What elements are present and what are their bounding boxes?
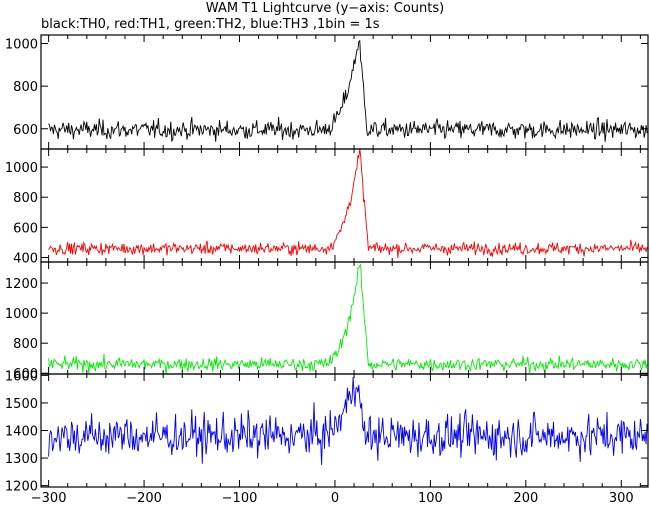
y-tick-label: 1600 (5, 369, 38, 384)
chart-title: WAM T1 Lightcurve (y−axis: Counts) (205, 1, 445, 16)
x-tick-label: 200 (513, 491, 538, 505)
lightcurve-th1 (48, 148, 649, 259)
y-tick-label: 1400 (5, 425, 38, 440)
y-tick-label: 800 (13, 191, 38, 206)
x-tick-label: 0 (331, 491, 339, 505)
y-tick-label: 1000 (5, 161, 38, 176)
y-tick-label: 1000 (5, 307, 38, 322)
y-tick-label: 1500 (5, 397, 38, 412)
lightcurve-th2 (48, 263, 649, 375)
x-tick-label: −300 (31, 491, 67, 505)
lightcurve-th3 (48, 377, 649, 465)
y-tick-label: 600 (13, 123, 38, 138)
x-tick-label: 100 (418, 491, 443, 505)
y-tick-label: 1200 (5, 480, 38, 495)
y-tick-label: 1200 (5, 277, 38, 292)
panel-frame-th2 (40, 261, 649, 375)
y-tick-label: 800 (13, 337, 38, 352)
lightcurve-th0 (48, 39, 649, 143)
chart-subtitle: black:TH0, red:TH1, green:TH2, blue:TH3 … (41, 17, 380, 32)
x-tick-label: −200 (126, 491, 162, 505)
y-tick-label: 1000 (5, 38, 38, 53)
y-tick-label: 800 (13, 80, 38, 95)
y-tick-label: 600 (13, 367, 38, 382)
x-tick-label: 300 (609, 491, 634, 505)
x-tick-label: −100 (222, 491, 258, 505)
y-tick-label: 400 (13, 251, 38, 266)
y-tick-label: 1300 (5, 452, 38, 467)
y-tick-label: 600 (13, 221, 38, 236)
